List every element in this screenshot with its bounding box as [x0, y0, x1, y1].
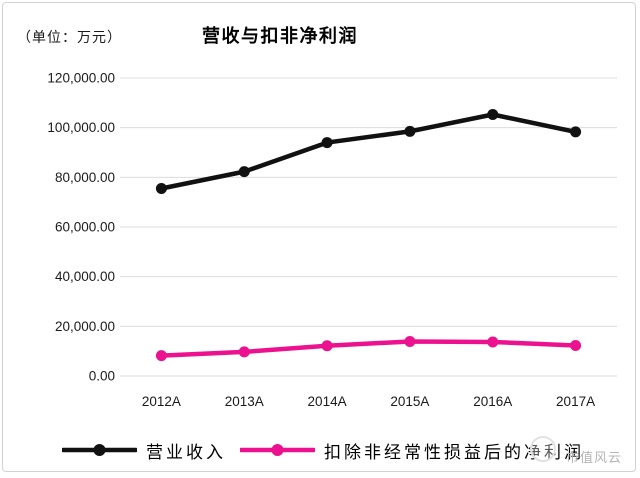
y-axis-tick-label: 100,000.00	[47, 120, 115, 135]
legend-item-net-profit: 扣除非经常性损益后的净利润	[240, 438, 584, 463]
legend-label-revenue: 营业收入	[146, 442, 226, 462]
series-line-1	[159, 339, 578, 358]
y-axis-tick-label: 60,000.00	[55, 220, 115, 235]
x-axis-tick-label: 2015A	[390, 394, 429, 409]
x-axis-tick-label: 2017A	[556, 394, 595, 409]
data-point-marker	[155, 350, 167, 362]
line-chart-plot-area: 0.00 20,000.00 40,000.00 60,000.00 80,000.00…	[47, 71, 617, 409]
y-axis-tick-label: 80,000.00	[55, 170, 115, 185]
data-point-marker	[155, 183, 167, 195]
y-axis-tick-label: 20,000.00	[55, 319, 115, 334]
x-axis-tick-label: 2016A	[473, 394, 512, 409]
x-axis-tick-label: 2012A	[142, 394, 181, 409]
x-axis-tick-label: 2013A	[225, 394, 264, 409]
data-point-marker	[404, 335, 416, 347]
data-point-marker	[570, 126, 582, 138]
data-point-marker	[487, 336, 499, 348]
net-profit-line-swatch	[240, 444, 315, 456]
data-point-marker	[321, 137, 333, 149]
revenue-line-swatch	[62, 444, 137, 456]
watermark-logo-icon	[530, 436, 556, 462]
x-axis-tick-label: 2014A	[308, 394, 347, 409]
watermark-text: 市值风云	[565, 450, 622, 465]
y-axis-tick-label: 0.00	[89, 369, 115, 384]
data-point-marker	[570, 339, 582, 351]
data-point-marker	[487, 109, 499, 121]
data-point-marker	[404, 125, 416, 137]
legend-label-net-profit: 扣除非经常性损益后的净利润	[324, 442, 584, 462]
legend-item-revenue: 营业收入	[62, 438, 226, 463]
legend-marker-dot	[271, 444, 284, 456]
series-line-0	[159, 112, 578, 191]
data-point-marker	[238, 166, 250, 178]
legend-marker-dot	[93, 444, 106, 456]
y-axis-tick-label: 40,000.00	[55, 269, 115, 284]
chart-title: 营收与扣非净利润	[202, 26, 358, 46]
data-point-marker	[321, 340, 333, 352]
y-axis-tick-label: 120,000.00	[47, 71, 115, 86]
unit-label: （单位：万元）	[17, 29, 122, 45]
data-point-marker	[238, 346, 250, 358]
chart-card: （单位：万元） 营收与扣非净利润 0.00 20,000.00 40,000.00 6…	[2, 2, 636, 472]
legend: 营业收入 扣除非经常性损益后的净利润	[3, 436, 640, 464]
